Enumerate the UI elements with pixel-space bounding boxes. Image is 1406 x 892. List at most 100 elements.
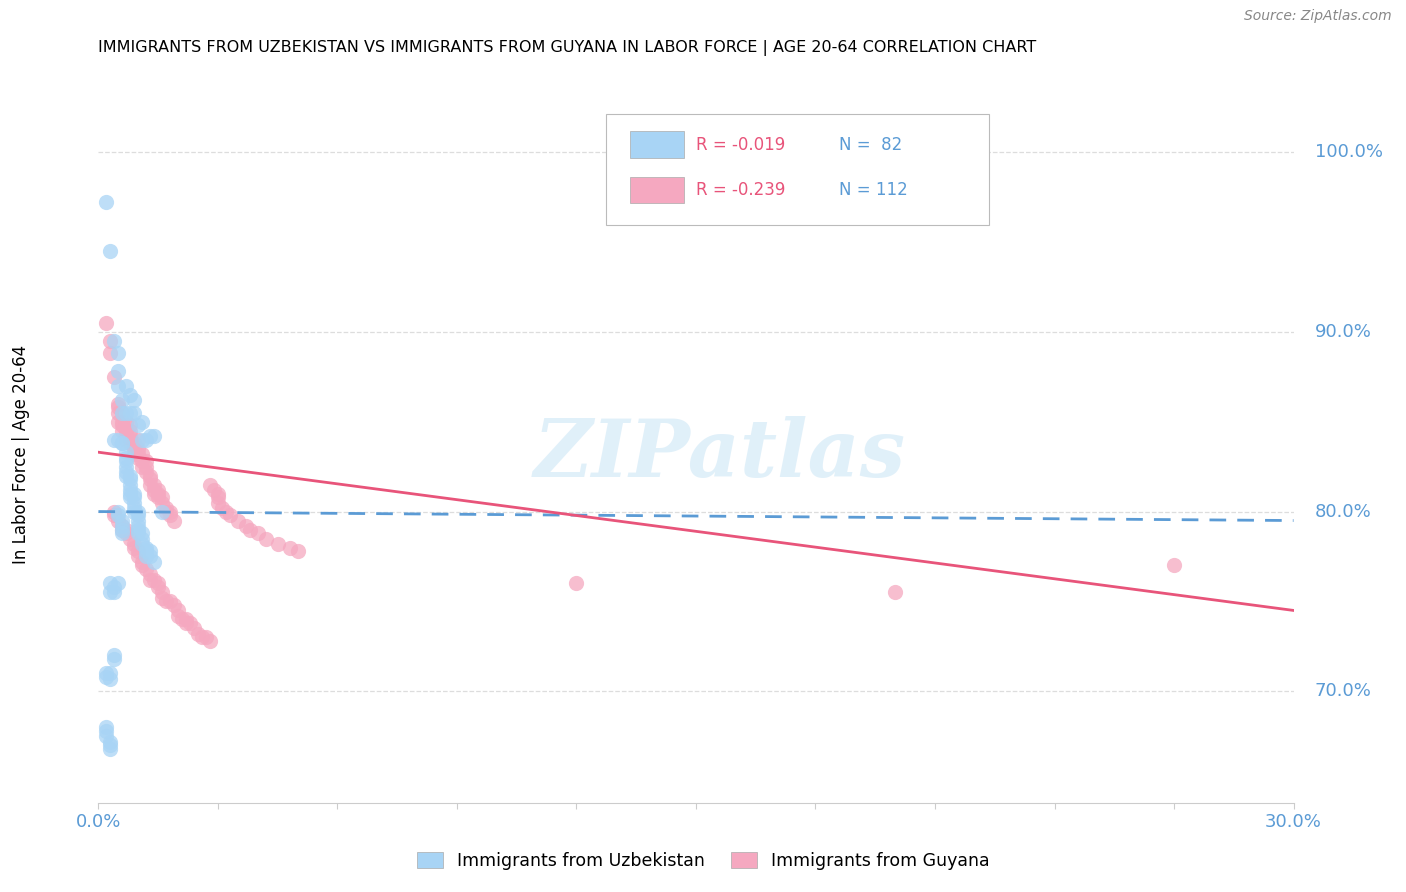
Point: [124, 500, 146, 515]
Legend: Immigrants from Uzbekistan, Immigrants from Guyana: Immigrants from Uzbekistan, Immigrants f…: [408, 844, 998, 879]
Point: [135, 454, 157, 468]
Point: [96, 723, 118, 738]
Point: [135, 549, 157, 564]
Point: [115, 459, 138, 474]
Point: [143, 429, 166, 443]
Point: [127, 549, 149, 564]
Point: [115, 465, 138, 479]
Point: [163, 514, 186, 528]
Point: [139, 544, 162, 558]
Point: [111, 514, 134, 528]
Point: [143, 477, 166, 491]
Point: [96, 720, 118, 734]
Point: [267, 537, 290, 551]
Point: [107, 397, 129, 411]
Point: [107, 364, 129, 378]
Point: [120, 429, 142, 443]
Point: [148, 483, 170, 497]
Point: [226, 514, 249, 528]
Point: [187, 627, 209, 641]
Point: [163, 598, 186, 612]
Point: [219, 508, 242, 523]
Point: [96, 670, 118, 684]
Point: [96, 666, 118, 681]
Point: [103, 369, 125, 384]
Point: [235, 519, 257, 533]
Point: [115, 433, 138, 447]
Point: [131, 558, 153, 573]
Point: [207, 495, 229, 509]
Point: [143, 486, 166, 500]
Text: 100.0%: 100.0%: [1315, 143, 1382, 161]
Point: [131, 454, 153, 468]
FancyBboxPatch shape: [606, 114, 988, 226]
Point: [120, 424, 142, 438]
Point: [215, 504, 238, 518]
Point: [111, 523, 134, 537]
Point: [127, 523, 149, 537]
Point: [103, 652, 125, 666]
Point: [115, 429, 138, 443]
Point: [131, 526, 153, 541]
Point: [120, 406, 142, 420]
Point: [131, 415, 153, 429]
Point: [150, 490, 173, 504]
Point: [143, 555, 166, 569]
Point: [278, 541, 301, 555]
Point: [159, 594, 181, 608]
Point: [127, 504, 149, 518]
Point: [107, 504, 129, 518]
Point: [107, 406, 129, 420]
Point: [124, 504, 146, 518]
FancyBboxPatch shape: [630, 177, 685, 203]
Point: [107, 401, 129, 415]
Point: [124, 406, 146, 420]
Point: [120, 477, 142, 491]
Point: [198, 477, 221, 491]
Point: [254, 532, 277, 546]
Point: [139, 567, 162, 582]
Point: [103, 648, 125, 663]
Point: [148, 580, 170, 594]
Point: [131, 447, 153, 461]
Point: [191, 631, 214, 645]
Point: [103, 508, 125, 523]
Text: R = -0.239: R = -0.239: [696, 181, 786, 199]
Point: [287, 544, 309, 558]
Point: [207, 486, 229, 500]
Point: [131, 537, 153, 551]
Point: [884, 585, 907, 599]
Point: [172, 612, 194, 626]
Point: [155, 500, 177, 515]
Point: [103, 585, 125, 599]
Point: [124, 541, 146, 555]
Point: [135, 544, 157, 558]
Point: [98, 244, 122, 258]
Point: [115, 406, 138, 420]
Point: [207, 490, 229, 504]
Point: [246, 526, 269, 541]
Point: [98, 739, 122, 753]
Point: [159, 504, 181, 518]
Point: [107, 346, 129, 360]
Point: [120, 483, 142, 497]
Point: [131, 433, 153, 447]
Point: [148, 490, 170, 504]
Point: [120, 433, 142, 447]
Point: [111, 406, 134, 420]
Point: [139, 468, 162, 483]
Point: [135, 465, 157, 479]
Point: [135, 433, 157, 447]
Point: [143, 483, 166, 497]
Point: [103, 334, 125, 348]
Point: [131, 459, 153, 474]
Point: [150, 495, 173, 509]
Point: [120, 387, 142, 401]
Point: [174, 615, 197, 630]
Point: [155, 504, 177, 518]
Point: [148, 486, 170, 500]
Point: [107, 378, 129, 392]
Point: [111, 519, 134, 533]
Point: [98, 585, 122, 599]
Point: [96, 316, 118, 330]
